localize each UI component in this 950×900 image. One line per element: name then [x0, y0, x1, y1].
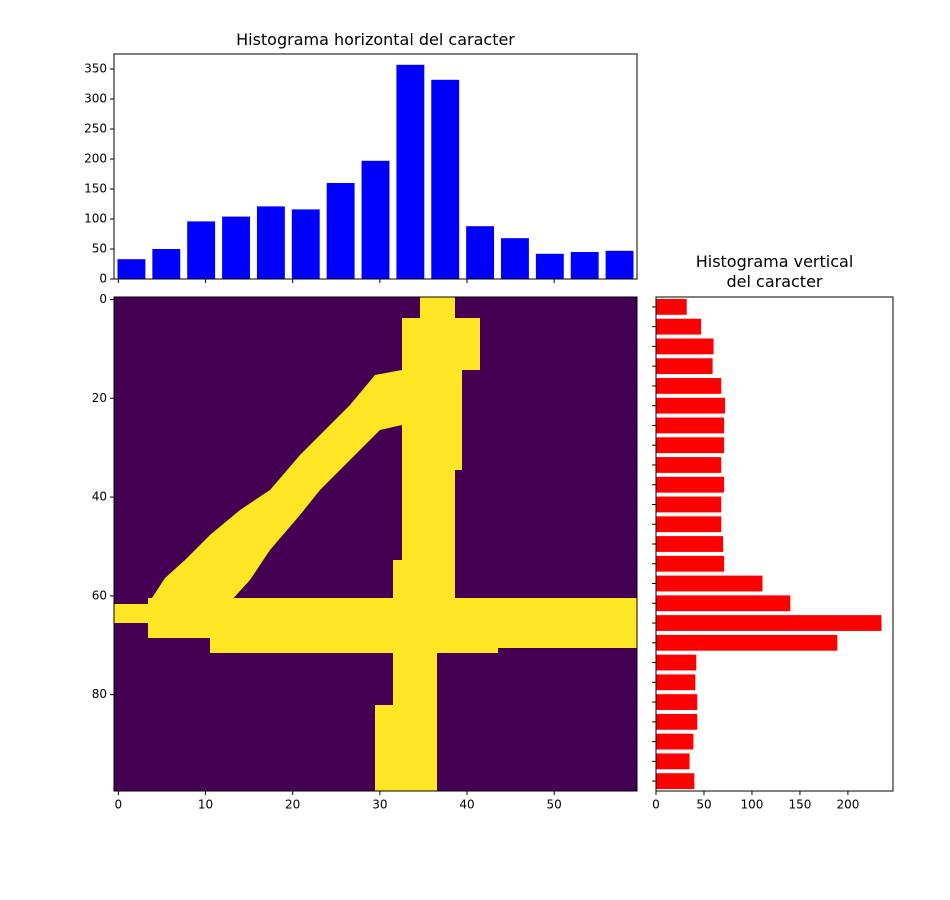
bar: [656, 575, 763, 592]
x-tick-label: 20: [285, 798, 300, 812]
bar: [656, 713, 698, 730]
y-tick-label: 80: [92, 687, 107, 701]
bar: [117, 259, 146, 279]
y-tick-label: 0: [99, 272, 107, 286]
bar: [396, 64, 425, 279]
axes-frame: [113, 53, 638, 280]
bar: [291, 209, 320, 279]
bar: [656, 338, 714, 355]
bar: [656, 496, 722, 513]
bar: [656, 457, 722, 473]
y-tick-label: 100: [84, 212, 107, 226]
bar: [656, 358, 713, 375]
axes-frame: [113, 296, 638, 792]
bar: [152, 249, 181, 279]
bar: [431, 79, 460, 279]
y-tick-label: 0: [99, 292, 107, 306]
digit-shape: [114, 297, 637, 791]
x-tick-label: 150: [788, 798, 811, 812]
bar: [535, 253, 564, 279]
y-tick-label: 40: [92, 490, 107, 504]
y-tick-label: 20: [92, 391, 107, 405]
bar: [570, 252, 599, 279]
bar: [501, 238, 529, 279]
y-tick-label: 60: [92, 588, 107, 602]
x-tick-label: 50: [547, 798, 562, 812]
bar: [656, 694, 698, 710]
chart-title: Histograma vertical del caracter: [695, 252, 854, 291]
bar: [656, 437, 725, 454]
x-tick-label: 100: [740, 798, 763, 812]
bar: [656, 773, 695, 790]
bar: [656, 476, 725, 493]
y-tick-label: 350: [84, 62, 107, 76]
x-tick-label: 0: [652, 798, 660, 812]
x-tick-label: 0: [115, 798, 123, 812]
digit-diagonal: [148, 370, 402, 604]
x-tick-label: 30: [372, 798, 387, 812]
x-tick-label: 50: [696, 798, 711, 812]
bar: [361, 160, 390, 279]
bar: [605, 250, 634, 279]
bar: [656, 733, 694, 750]
bar: [656, 595, 791, 612]
bar: [656, 753, 690, 770]
y-tick-label: 200: [84, 152, 107, 166]
bar: [656, 318, 702, 335]
bar: [656, 378, 722, 394]
bar: [656, 634, 838, 651]
bar: [656, 397, 726, 414]
digit-stem: [375, 297, 480, 791]
bar: [187, 221, 216, 279]
chart-title: Histograma horizontal del caracter: [236, 30, 515, 49]
y-tick-label: 250: [84, 122, 107, 136]
y-tick-label: 150: [84, 182, 107, 196]
x-tick-label: 200: [836, 798, 859, 812]
x-tick-label: 10: [198, 798, 213, 812]
bar: [656, 674, 696, 691]
bar: [256, 206, 285, 279]
bar: [656, 536, 724, 552]
bar: [222, 216, 250, 279]
axes-frame: [655, 296, 894, 792]
digit-bar: [114, 598, 637, 653]
bar: [466, 226, 495, 279]
y-tick-label: 300: [84, 92, 107, 106]
y-tick-label: 50: [92, 242, 107, 256]
x-tick-label: 40: [459, 798, 474, 812]
bar: [656, 298, 687, 315]
bar: [656, 555, 725, 572]
bar: [656, 417, 725, 434]
bar: [656, 654, 697, 671]
bar: [656, 615, 882, 631]
bar: [326, 183, 355, 279]
bar: [656, 516, 722, 533]
